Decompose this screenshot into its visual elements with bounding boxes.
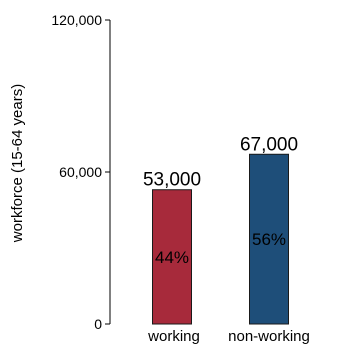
value-label-non-working: 67,000 xyxy=(240,134,298,155)
value-label-working: 53,000 xyxy=(143,170,201,191)
y-axis-title: workforce (15-64 years) xyxy=(9,84,26,243)
category-label-non-working: non-working xyxy=(228,328,310,345)
y-tick-label-2: 120,000 xyxy=(51,12,102,28)
y-tick-label-1: 60,000 xyxy=(59,164,102,180)
bar-non-working xyxy=(249,153,289,325)
category-label-working: working xyxy=(147,328,200,345)
plot-area: 0 60,000 120,000 53,000 44% working 67,000 56% n… xyxy=(51,12,309,345)
bar-working xyxy=(152,189,192,325)
percent-label-non-working: 56% xyxy=(252,230,286,249)
percent-label-working: 44% xyxy=(155,248,189,267)
y-tick-label-0: 0 xyxy=(94,316,102,332)
